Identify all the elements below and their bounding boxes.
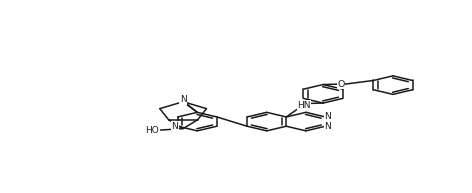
Text: N: N (325, 112, 331, 121)
Text: HO: HO (145, 126, 160, 135)
Text: HN: HN (297, 101, 311, 110)
Text: N: N (325, 122, 331, 131)
Text: O: O (337, 80, 345, 89)
Text: N: N (180, 95, 186, 104)
Text: N: N (171, 122, 178, 131)
